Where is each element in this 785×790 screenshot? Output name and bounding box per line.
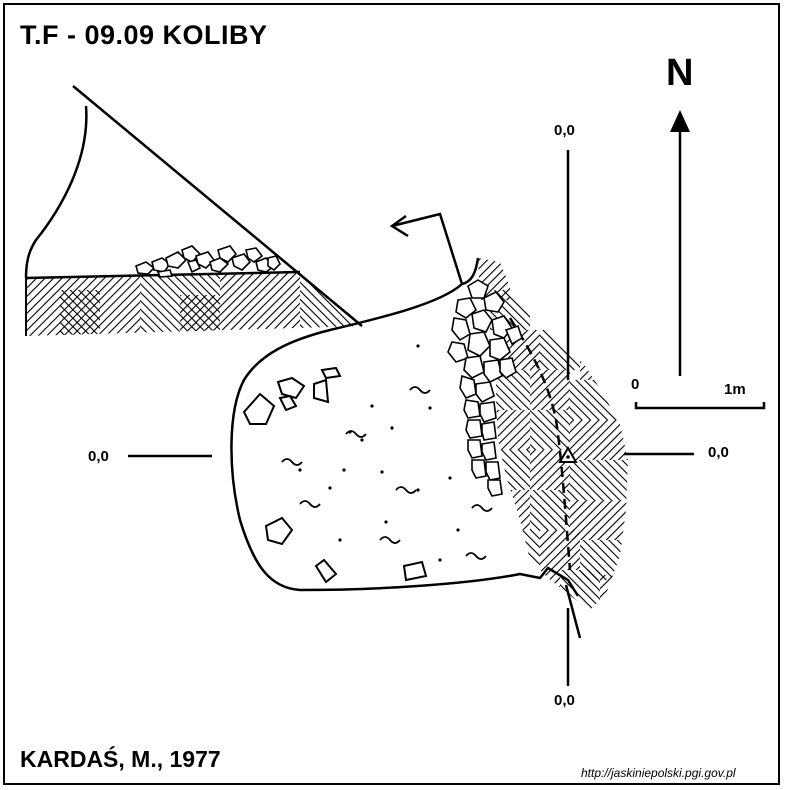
drip-line-tail bbox=[564, 584, 582, 639]
map-title: T.F - 09.09 KOLIBY bbox=[20, 20, 268, 50]
scale-bar bbox=[634, 402, 766, 410]
survey-station-icon bbox=[558, 445, 578, 463]
author-credit: KARDAŚ, M., 1977 bbox=[20, 746, 221, 772]
section-bedrock-hatch bbox=[26, 272, 362, 336]
source-link[interactable]: http://jaskiniepolski.pgi.gov.pl bbox=[581, 766, 736, 780]
datum-label-top: 0,0 bbox=[554, 122, 575, 139]
datum-label-right: 0,0 bbox=[708, 444, 729, 461]
cave-outline bbox=[230, 257, 580, 597]
drip-line bbox=[508, 317, 572, 571]
datum-label-bottom: 0,0 bbox=[554, 692, 575, 709]
cross-section bbox=[24, 85, 363, 336]
boulder-chain bbox=[447, 279, 523, 497]
scale-end-label: 1m bbox=[724, 381, 746, 398]
section-wall-curve bbox=[24, 105, 88, 279]
clay-symbols bbox=[281, 386, 493, 560]
reference-axes bbox=[128, 150, 694, 686]
map-frame bbox=[3, 3, 780, 785]
section-rubble bbox=[135, 245, 281, 278]
scale-start-label: 0 bbox=[631, 376, 640, 393]
floor-blocks bbox=[242, 366, 428, 584]
section-floor-line bbox=[25, 270, 301, 280]
north-label: N bbox=[666, 52, 694, 94]
datum-label-left: 0,0 bbox=[88, 448, 109, 465]
north-arrow-icon bbox=[670, 110, 690, 376]
entrance-arrow bbox=[389, 212, 464, 285]
